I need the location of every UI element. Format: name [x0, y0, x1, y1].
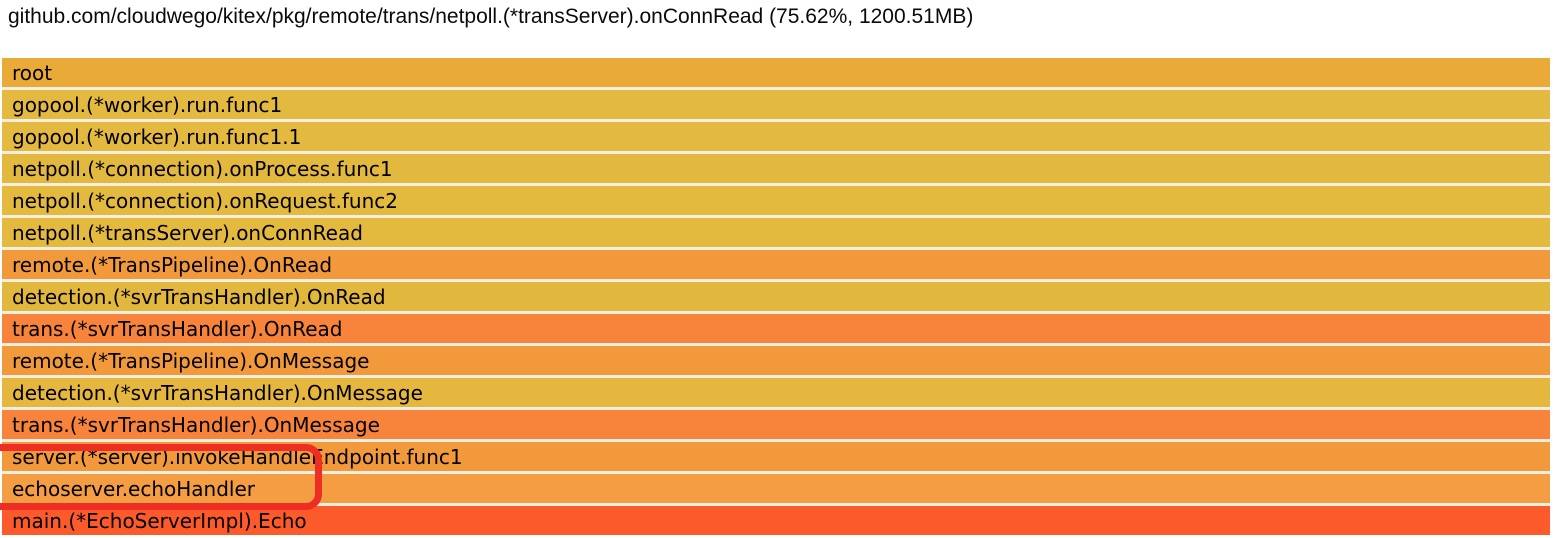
frame-label: server.(*server).invokeHandleEndpoint.fu…	[12, 444, 463, 469]
page-title: github.com/cloudwego/kitex/pkg/remote/tr…	[8, 5, 974, 28]
frame-label: netpoll.(*transServer).onConnRead	[12, 220, 363, 245]
flame-frame[interactable]: root	[2, 58, 1550, 87]
flame-frame[interactable]: detection.(*svrTransHandler).OnMessage	[2, 378, 1550, 407]
frame-label: echoserver.echoHandler	[12, 476, 256, 501]
flame-frame[interactable]: server.(*server).invokeHandleEndpoint.fu…	[2, 442, 1550, 471]
flamegraph: root gopool.(*worker).run.func1 gopool.(*w…	[2, 58, 1550, 535]
flame-frame[interactable]: netpoll.(*transServer).onConnRead	[2, 218, 1550, 247]
frame-label: netpoll.(*connection).onProcess.func1	[12, 156, 393, 181]
flame-frame[interactable]: remote.(*TransPipeline).OnRead	[2, 250, 1550, 279]
frame-label: root	[12, 60, 53, 85]
frame-label: trans.(*svrTransHandler).OnRead	[12, 316, 343, 341]
frame-label: detection.(*svrTransHandler).OnMessage	[12, 380, 423, 405]
flame-frame[interactable]: echoserver.echoHandler	[2, 474, 1550, 503]
flame-frame[interactable]: detection.(*svrTransHandler).OnRead	[2, 282, 1550, 311]
flame-frame[interactable]: netpoll.(*connection).onProcess.func1	[2, 154, 1550, 183]
flame-frame[interactable]: trans.(*svrTransHandler).OnRead	[2, 314, 1550, 343]
frame-label: gopool.(*worker).run.func1.1	[12, 124, 302, 149]
frame-label: netpoll.(*connection).onRequest.func2	[12, 188, 399, 213]
frame-label: gopool.(*worker).run.func1	[12, 92, 283, 117]
flame-frame[interactable]: netpoll.(*connection).onRequest.func2	[2, 186, 1550, 215]
frame-label: trans.(*svrTransHandler).OnMessage	[12, 412, 380, 437]
flame-frame[interactable]: gopool.(*worker).run.func1	[2, 90, 1550, 119]
flame-frame[interactable]: trans.(*svrTransHandler).OnMessage	[2, 410, 1550, 439]
flame-frame[interactable]: remote.(*TransPipeline).OnMessage	[2, 346, 1550, 375]
frame-label: main.(*EchoServerImpl).Echo	[12, 508, 307, 533]
flame-frame[interactable]: gopool.(*worker).run.func1.1	[2, 122, 1550, 151]
frame-label: remote.(*TransPipeline).OnMessage	[12, 348, 370, 373]
flame-frame[interactable]: main.(*EchoServerImpl).Echo	[2, 506, 1550, 535]
frame-label: remote.(*TransPipeline).OnRead	[12, 252, 333, 277]
frame-label: detection.(*svrTransHandler).OnRead	[12, 284, 386, 309]
